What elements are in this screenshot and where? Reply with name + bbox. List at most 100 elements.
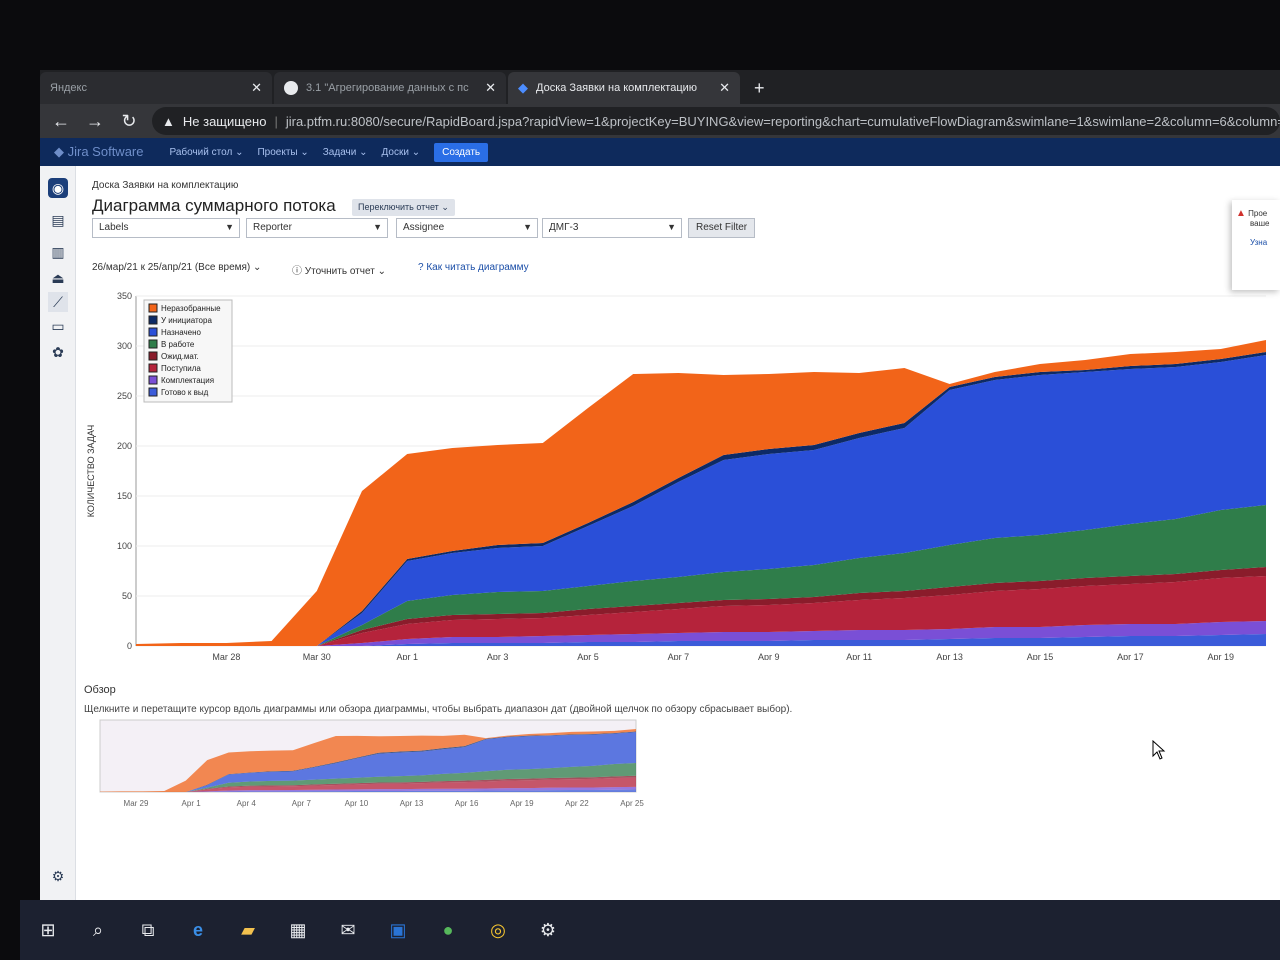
chevron-down-icon: ⌄ <box>300 146 309 158</box>
windows-start-icon[interactable]: ⊞ <box>40 919 56 940</box>
issues-icon[interactable]: ▭ <box>51 318 65 334</box>
y-tick-label: 50 <box>122 591 132 601</box>
chrome-icon[interactable]: ◎ <box>490 919 506 940</box>
legend-swatch <box>148 327 158 337</box>
nav-boards[interactable]: Доски ⌄ <box>382 147 421 158</box>
help-icon: ? <box>418 262 424 273</box>
series-area-Комплектация[interactable] <box>136 621 1266 646</box>
releases-icon[interactable]: ⏏ <box>51 270 65 286</box>
y-axis-title: КОЛИЧЕСТВО ЗАДАЧ <box>86 425 96 517</box>
legend-entry[interactable]: Поступила <box>161 364 201 373</box>
url-input[interactable]: ▲ Не защищено | jira.ptfm.ru:8080/secure… <box>152 107 1280 135</box>
overview-tick-label: Apr 7 <box>292 799 312 808</box>
forward-arrow-icon[interactable]: → <box>86 110 104 131</box>
tab-yandex[interactable]: Яндекс ✕ <box>40 72 272 104</box>
series-area-Готово к выд[interactable] <box>136 634 1266 646</box>
series-area-В работе[interactable] <box>136 505 1266 646</box>
cumulative-flow-chart[interactable]: 0 50 100 150 200 250 300 350 Mar 28 Mar 30 Apr 1 Ap… <box>76 280 1280 660</box>
series-area-Неразобранные[interactable] <box>136 340 1266 646</box>
legend-entry[interactable]: Ожид.мат. <box>161 352 199 361</box>
torrent-icon[interactable]: ● <box>442 919 454 940</box>
filter-label: Labels <box>99 222 129 233</box>
breadcrumb[interactable]: Доска Заявки на комплектацию <box>92 180 239 191</box>
y-tick-label: 350 <box>117 291 132 301</box>
series-area-Ожид.мат.[interactable] <box>136 567 1266 646</box>
jira-logo-text: Jira Software <box>67 144 144 159</box>
date-range-selector[interactable]: 26/мар/21 к 25/апр/21 (Все время) ⌄ <box>92 262 261 273</box>
project-avatar-icon[interactable]: ◉ <box>48 178 68 198</box>
series-area-Назначено[interactable] <box>136 355 1266 646</box>
main-content: Доска Заявки на комплектацию Диаграмма с… <box>76 166 1280 920</box>
close-tab-icon[interactable]: ✕ <box>719 80 730 95</box>
task-view-icon[interactable]: ⧉ <box>141 919 155 940</box>
back-arrow-icon[interactable]: ← <box>52 110 70 131</box>
board-icon[interactable]: ▥ <box>51 244 65 260</box>
overview-area <box>100 777 636 792</box>
close-tab-icon[interactable]: ✕ <box>251 80 262 95</box>
jira-diamond-icon: ◆ <box>518 80 528 95</box>
new-tab-button[interactable]: + <box>754 78 765 98</box>
tab-title: 3.1 "Агрегирование данных с пс <box>306 82 469 94</box>
tab-jira-board[interactable]: ◆ Доска Заявки на комплектацию ✕ <box>508 72 740 104</box>
how-to-read-link[interactable]: ? Как читать диаграмму <box>418 262 529 273</box>
close-tab-icon[interactable]: ✕ <box>485 80 496 95</box>
edge-browser-icon[interactable]: e <box>192 919 203 940</box>
notification-link[interactable]: Узна <box>1250 238 1268 247</box>
chevron-down-icon: ⌄ <box>253 262 262 273</box>
mail-icon[interactable]: ✉ <box>340 919 356 940</box>
project-filter[interactable]: ДМГ-3 ▼ <box>542 218 682 238</box>
x-tick-label: Apr 9 <box>758 652 780 660</box>
legend-swatch <box>148 351 158 361</box>
legend-entry[interactable]: Назначено <box>161 328 202 337</box>
legend-entry[interactable]: Неразобранные <box>161 304 221 313</box>
date-range-label: 26/мар/21 к 25/апр/21 (Все время) <box>92 262 251 273</box>
legend-entry[interactable]: Комплектация <box>161 376 214 385</box>
switch-report-button[interactable]: Переключить отчет ⌄ <box>352 199 455 216</box>
chevron-down-icon: ⌄ <box>235 146 244 158</box>
components-icon[interactable]: ✿ <box>52 344 64 360</box>
file-explorer-icon[interactable]: ▰ <box>241 919 255 940</box>
chevron-down-icon: ⌄ <box>441 202 449 212</box>
x-tick-label: Apr 13 <box>936 652 963 660</box>
create-button[interactable]: Создать <box>434 142 489 162</box>
settings-gear-icon[interactable]: ⚙ <box>51 868 65 884</box>
legend-swatch <box>148 303 158 313</box>
backlog-icon[interactable]: ▤ <box>51 212 65 228</box>
legend-entry[interactable]: У инициатора <box>161 316 212 325</box>
tab-title: Яндекс <box>50 82 87 94</box>
legend-entry[interactable]: Готово к выд <box>161 388 209 397</box>
y-tick-label: 250 <box>117 391 132 401</box>
chevron-down-icon: ▼ <box>373 222 382 232</box>
legend-swatch <box>148 363 158 373</box>
legend-swatch <box>148 339 158 349</box>
legend-entry[interactable]: В работе <box>161 340 195 349</box>
legend-swatch <box>148 315 158 325</box>
insecure-label: Не защищено <box>182 113 267 129</box>
search-icon[interactable]: ⌕ <box>92 919 104 940</box>
nav-projects[interactable]: Проекты ⌄ <box>257 147 308 158</box>
chart-legend: Неразобранные У инициатора Назначено В рабо… <box>143 299 233 403</box>
reports-icon[interactable]: ⟋ <box>48 292 68 312</box>
settings-gear-icon[interactable]: ⚙ <box>539 919 557 940</box>
notification-panel[interactable]: ▲ Прое ваше Узна <box>1232 200 1280 290</box>
reporter-filter[interactable]: Reporter ▼ <box>246 218 388 238</box>
chevron-down-icon: ▼ <box>667 222 676 232</box>
outlook-icon[interactable]: ▣ <box>389 919 407 940</box>
overview-chart[interactable]: Mar 29 Apr 1 Apr 4 Apr 7 Apr 10 Apr 13 Apr 16 A… <box>96 716 656 816</box>
store-icon[interactable]: ▦ <box>289 919 307 940</box>
nav-dashboard[interactable]: Рабочий стол ⌄ <box>170 147 244 158</box>
overview-area <box>100 786 636 792</box>
labels-filter[interactable]: Labels ▼ <box>92 218 240 238</box>
nav-issues[interactable]: Задачи ⌄ <box>323 147 368 158</box>
refine-report-button[interactable]: ⓘ Уточнить отчет ⌄ <box>292 262 386 277</box>
series-area-Поступила[interactable] <box>136 576 1266 646</box>
overview-tick-label: Apr 22 <box>565 799 589 808</box>
x-tick-label: Apr 1 <box>396 652 418 660</box>
reset-filter-button[interactable]: Reset Filter <box>688 218 756 238</box>
nav-label: Задачи <box>322 146 357 158</box>
tab-aggregation[interactable]: 3.1 "Агрегирование данных с пс ✕ <box>274 72 506 104</box>
reload-icon[interactable]: ↻ <box>121 110 137 131</box>
assignee-filter[interactable]: Assignee ▼ <box>396 218 538 238</box>
jira-logo[interactable]: ◆ Jira Software <box>54 144 144 160</box>
